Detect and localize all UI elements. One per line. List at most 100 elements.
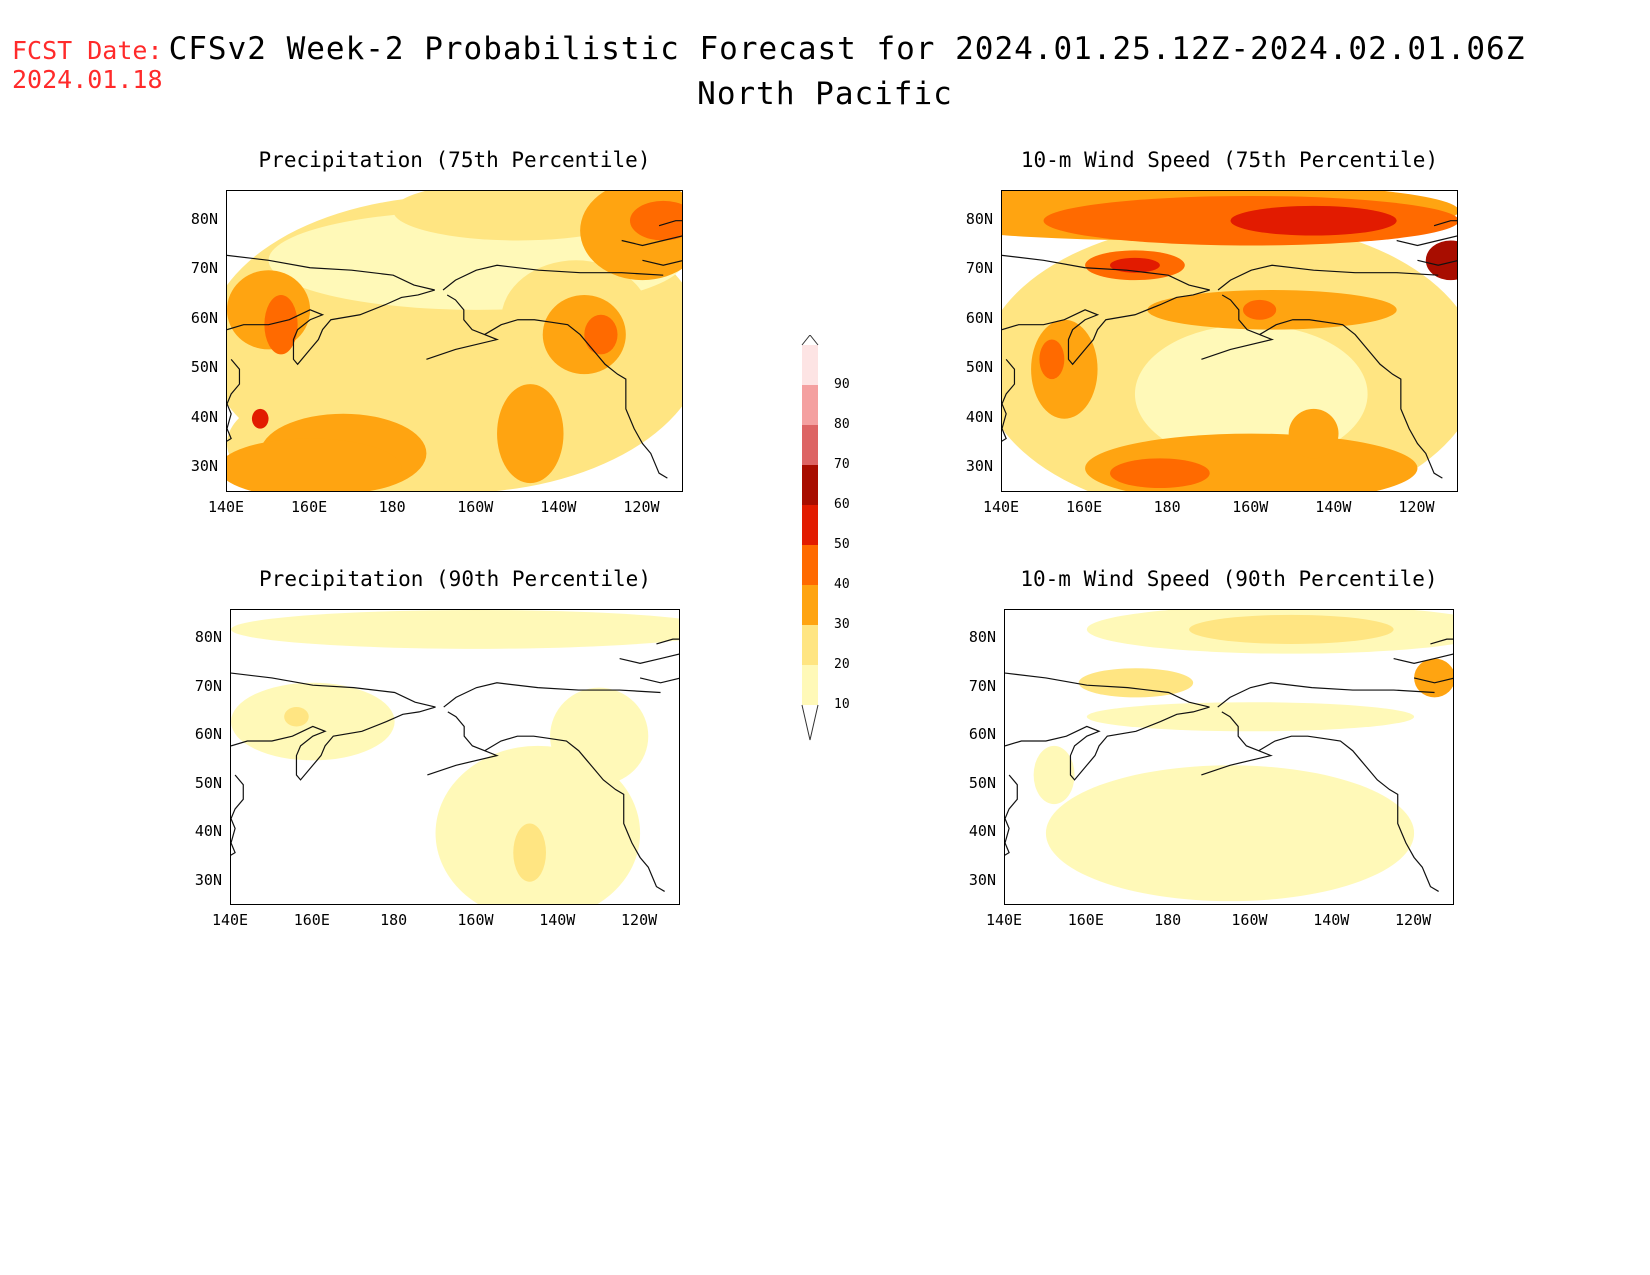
coastline	[1002, 358, 1016, 442]
lat-tick-label: 70N	[194, 676, 222, 695]
lat-tick-label: 80N	[968, 628, 996, 647]
coastline	[231, 672, 436, 708]
probability-shading	[393, 191, 643, 241]
coastline	[1002, 289, 1210, 366]
probability-shading	[264, 294, 298, 355]
fcst-date-value: 2024.01.18	[12, 65, 163, 94]
lat-tick-label: 30N	[194, 870, 222, 889]
probability-shading	[231, 610, 679, 649]
colorbar-label: 80	[834, 417, 850, 432]
colorbar-label: 40	[834, 577, 850, 592]
coastline	[231, 706, 436, 781]
lon-tick-label: 120W	[1395, 911, 1432, 929]
lon-tick-label: 160E	[291, 498, 328, 516]
fcst-date-caption: FCST Date:	[12, 36, 163, 65]
probability-shading	[1045, 765, 1415, 902]
map-canvas	[227, 191, 682, 491]
coastline	[227, 358, 241, 442]
coastline	[1217, 264, 1439, 291]
probability-shading	[1110, 458, 1210, 489]
colorbar-label: 50	[834, 537, 850, 552]
probability-shading	[1033, 745, 1075, 805]
colorbar-swatch	[802, 345, 818, 385]
lon-tick-label: 160W	[1231, 911, 1268, 929]
colorbar-swatch	[802, 665, 818, 705]
map-panel-wind90: 10-m Wind Speed (90th Percentile) 80N 70N 6…	[969, 567, 1454, 929]
probability-shading	[1425, 240, 1457, 281]
lat-tick-label: 60N	[190, 308, 218, 327]
probability-shading	[497, 384, 564, 484]
lon-tick-label: 160W	[1232, 498, 1269, 516]
lat-tick-label: 50N	[190, 358, 218, 377]
lon-tick-label: 120W	[1398, 498, 1435, 516]
lon-tick-label: 180	[1154, 911, 1182, 929]
lat-tick-label: 40N	[190, 407, 218, 426]
lat-tick-label: 70N	[190, 259, 218, 278]
colorbar-label: 70	[834, 457, 850, 472]
lon-tick-label: 140W	[1313, 911, 1350, 929]
lat-tick-label: 80N	[190, 209, 218, 228]
lon-tick-label: 140E	[211, 911, 249, 929]
lat-tick-label: 40N	[968, 822, 996, 841]
coastline	[1005, 774, 1018, 856]
lat-tick-label: 30N	[190, 457, 218, 476]
coastline	[484, 319, 668, 479]
lon-tick-label: 180	[380, 911, 408, 929]
probability-shading	[630, 200, 682, 241]
panel-title: Precipitation (90th Percentile)	[259, 567, 651, 591]
lon-tick-label: 140W	[1315, 498, 1352, 516]
probability-shading	[584, 314, 618, 355]
probability-shading	[1031, 319, 1098, 419]
colorbar-swatch	[802, 385, 818, 425]
coastline	[1005, 672, 1210, 708]
lon-tick-label: 140W	[540, 498, 577, 516]
map-canvas	[1002, 191, 1457, 491]
colorbar-label: 90	[834, 377, 850, 392]
lon-tick-label: 160E	[293, 911, 330, 929]
lat-tick-label: 30N	[968, 870, 996, 889]
coastline	[426, 294, 500, 360]
lon-tick-label: 120W	[623, 498, 660, 516]
map-plot	[1004, 609, 1454, 905]
map-canvas	[231, 610, 679, 904]
colorbar-label: 10	[834, 697, 850, 712]
colorbar-swatch	[802, 585, 818, 625]
coastline	[1217, 682, 1435, 708]
probability-shading	[1078, 668, 1194, 698]
probability-shading	[1414, 658, 1453, 698]
coastline	[427, 711, 499, 776]
coastline	[1005, 706, 1210, 781]
probability-shading	[251, 408, 269, 429]
lon-tick-label: 160E	[1067, 911, 1104, 929]
lat-tick-label: 50N	[194, 773, 222, 792]
lat-tick-label: 60N	[965, 308, 993, 327]
lat-tick-label: 50N	[968, 773, 996, 792]
coastline	[227, 254, 435, 291]
coastline	[484, 735, 665, 892]
coastline	[1413, 677, 1453, 684]
coastline	[1396, 235, 1457, 247]
lat-tick-label: 70N	[968, 676, 996, 695]
coastline	[1201, 294, 1275, 360]
probability-shading	[231, 682, 395, 761]
probability-shading	[227, 438, 402, 491]
probability-shading	[513, 823, 546, 882]
fcst-date-label: FCST Date: 2024.01.18	[12, 36, 163, 94]
lon-tick-label: 140E	[982, 498, 1020, 516]
probability-shading	[1039, 339, 1065, 380]
coastline	[658, 220, 682, 227]
probability-shading	[550, 687, 649, 785]
coastline	[227, 289, 435, 366]
probability-shading	[1110, 257, 1160, 273]
region-title: North Pacific	[697, 76, 953, 112]
coastline	[1430, 638, 1453, 645]
coastline	[1417, 259, 1457, 266]
lon-tick-label: 140E	[207, 498, 245, 516]
probability-shading	[284, 707, 309, 727]
lon-tick-label: 140W	[539, 911, 576, 929]
coastline	[1259, 319, 1443, 479]
coastline	[1433, 220, 1457, 227]
lon-tick-label: 160W	[457, 498, 494, 516]
map-panel-wind75: 10-m Wind Speed (75th Percentile) 80N 70N 6…	[966, 148, 1458, 516]
coastline	[442, 264, 664, 291]
